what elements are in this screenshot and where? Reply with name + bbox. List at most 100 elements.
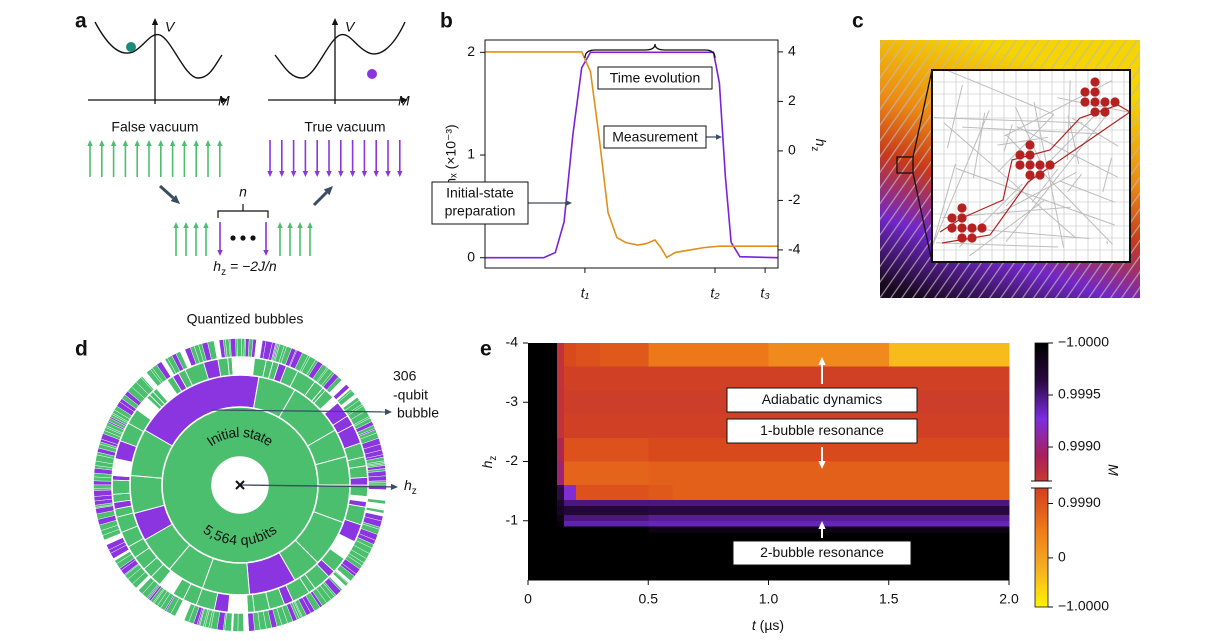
coupling-line <box>972 112 986 179</box>
arrow-head <box>146 140 152 146</box>
heatmap-cell <box>564 532 577 546</box>
text-part: h <box>479 460 495 468</box>
annotation: 2-bubble resonance <box>760 544 884 560</box>
qubit-node <box>1025 140 1035 150</box>
qubit-node <box>1025 150 1035 160</box>
heatmap-cell <box>672 520 770 528</box>
annotation-box <box>597 66 713 90</box>
y-tick-label: -2 <box>506 452 519 468</box>
text-part: h <box>213 258 221 274</box>
heatmap-cell <box>556 526 565 534</box>
heatmap-cell <box>600 485 649 501</box>
arrow-head <box>338 171 344 177</box>
arrow-head <box>173 222 179 228</box>
arrow-head <box>401 96 408 104</box>
panel-label: e <box>480 338 492 361</box>
heatmap-cell <box>648 366 673 391</box>
potential-axis-label: V <box>345 19 356 35</box>
coupling-line <box>943 122 1077 239</box>
x-tick-label: t₂ <box>710 285 720 301</box>
y-tick-label: 0 <box>467 248 475 264</box>
qubit-node <box>1090 107 1100 117</box>
arrow-head <box>277 222 283 228</box>
heatmap-cell <box>648 526 673 534</box>
heatmap-cell <box>648 500 673 507</box>
colorbar-tick-label: 0 <box>1058 549 1066 565</box>
colorbar <box>1034 342 1049 608</box>
heatmap-cell <box>648 437 673 463</box>
heatmap-cell <box>600 461 649 486</box>
qubit-node <box>1080 87 1090 97</box>
heatmap-cell <box>648 414 673 439</box>
heatmap-cell <box>564 544 577 581</box>
panel-label: c <box>852 10 864 33</box>
coupling-line <box>1102 157 1112 193</box>
annotation: Initial-state <box>446 185 514 201</box>
qubit-node <box>1090 87 1100 97</box>
heatmap-cell <box>576 514 601 522</box>
qubit-node <box>1015 150 1025 160</box>
bubble-segment <box>231 356 250 376</box>
heatmap-cell <box>672 366 770 391</box>
qubit-node <box>957 233 967 243</box>
arrow-head <box>183 222 189 228</box>
coupling-line <box>1003 124 1013 152</box>
qubit-node <box>1090 97 1100 107</box>
coupling-line <box>1033 101 1065 248</box>
heatmap-cell <box>556 500 565 507</box>
series-line <box>485 51 779 259</box>
heatmap-cell <box>576 414 601 439</box>
bubble-segment <box>92 484 113 489</box>
initial-ring <box>162 485 318 563</box>
arrow-head <box>151 18 159 25</box>
y-tick-label: 1 <box>467 146 475 162</box>
arrow-head <box>314 171 320 177</box>
center-cross <box>235 480 245 490</box>
heatmap-cell <box>556 437 565 463</box>
qubit-node <box>1025 170 1035 180</box>
panel-c <box>880 40 1140 298</box>
coupling-line <box>1014 106 1044 168</box>
qubit-node <box>957 203 967 213</box>
heatmap-cell <box>564 461 577 486</box>
coupling-line <box>934 117 1083 124</box>
axis-break <box>1031 481 1052 488</box>
arrow-head <box>221 96 228 104</box>
heatmap-cell <box>576 520 601 528</box>
panel-a: V M V M False vacuum True vacuum n hz = −2J/n <box>87 18 410 278</box>
heatmap-cell <box>564 366 577 391</box>
coupling-line <box>932 110 990 247</box>
ellipsis-dot <box>240 235 246 241</box>
heatmap-cell <box>576 485 601 501</box>
coupling-line <box>997 136 1049 146</box>
heatmap-cell <box>528 532 558 546</box>
arrow-head <box>122 140 129 146</box>
heatmap-cell <box>768 500 890 507</box>
y-tick-label: -1 <box>506 511 519 527</box>
heatmap-cell <box>888 532 1010 546</box>
heatmap-cell <box>564 514 577 522</box>
text-part: (µs) <box>756 617 784 633</box>
arrow-head <box>818 357 826 365</box>
axis-break-mark <box>1031 480 1052 489</box>
coupling-line <box>936 242 1059 248</box>
heatmap-cell <box>768 343 890 368</box>
text-part: = −2J/n <box>226 258 277 274</box>
arrow-shaft <box>312 191 328 207</box>
heatmap-cell <box>528 514 558 522</box>
field-label: hz <box>404 477 417 497</box>
heatmap-cell <box>888 505 1010 516</box>
bubble-label: 306 <box>393 368 417 384</box>
annotation: Adiabatic dynamics <box>762 391 883 407</box>
heatmap-cell <box>528 390 558 415</box>
qubit-node <box>1100 97 1110 107</box>
heatmap-cell <box>564 520 577 528</box>
arrow-head <box>193 222 199 228</box>
arrow-head <box>349 171 356 177</box>
arrow-head <box>170 194 180 204</box>
bubble-segment <box>349 476 369 486</box>
cluster-link <box>939 104 1130 244</box>
heatmap-cell <box>888 461 1010 486</box>
state-ball <box>367 69 377 79</box>
y-axis-label: hₓ (×10⁻³) <box>443 124 459 185</box>
